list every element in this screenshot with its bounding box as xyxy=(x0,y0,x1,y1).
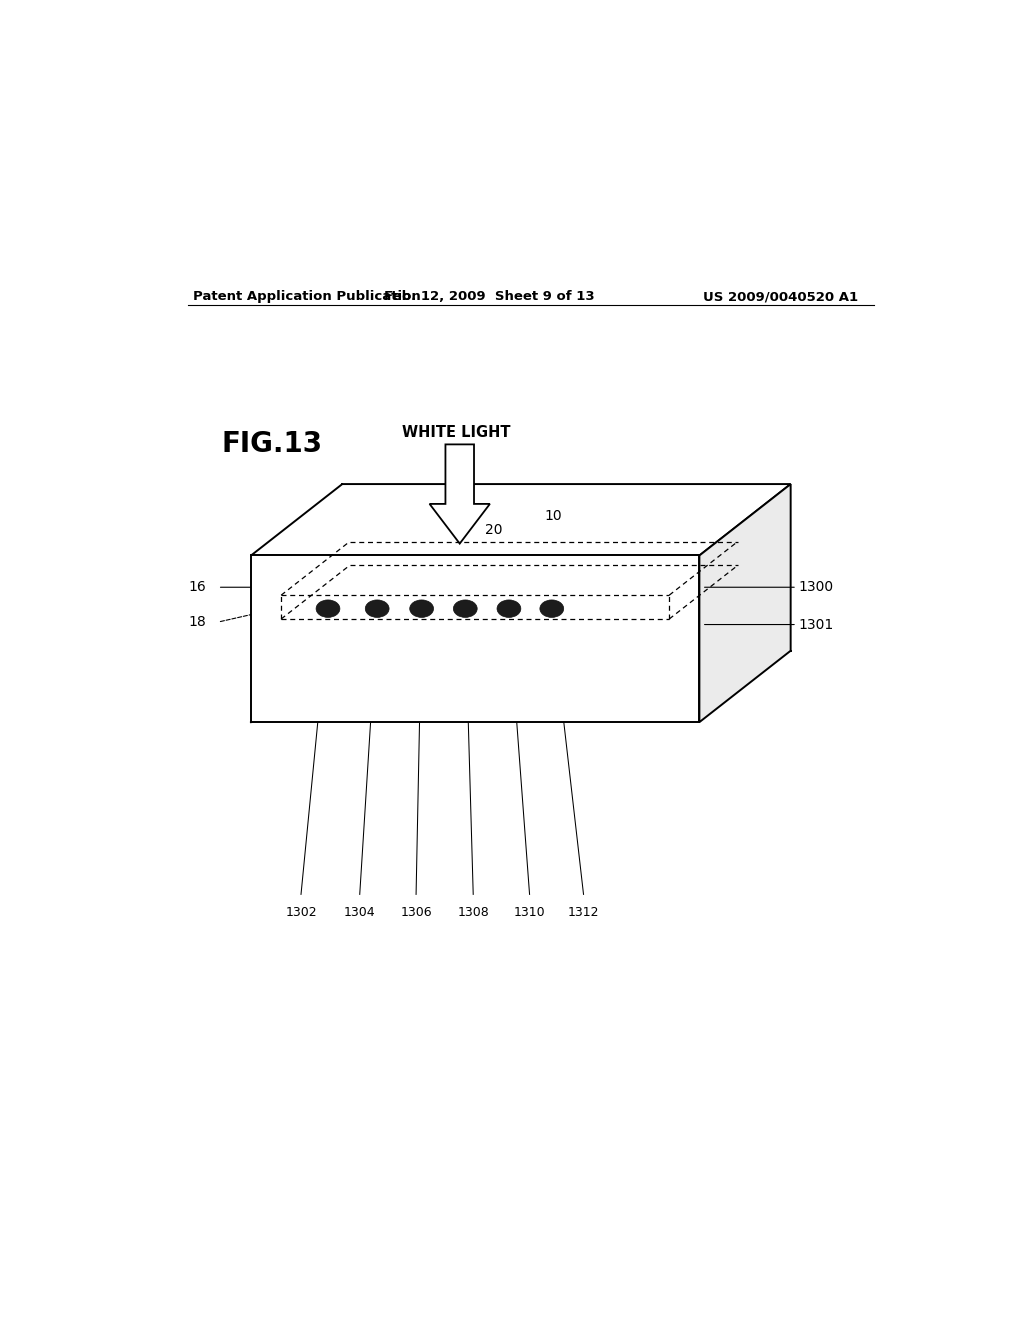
Text: Patent Application Publication: Patent Application Publication xyxy=(194,290,421,304)
Ellipse shape xyxy=(316,599,340,618)
Text: 1302: 1302 xyxy=(286,907,316,919)
Polygon shape xyxy=(430,445,489,544)
Text: 1310: 1310 xyxy=(514,907,546,919)
Text: US 2009/0040520 A1: US 2009/0040520 A1 xyxy=(703,290,858,304)
Ellipse shape xyxy=(366,599,389,618)
Text: 20: 20 xyxy=(485,523,503,537)
Text: 10: 10 xyxy=(545,508,562,523)
Text: 18: 18 xyxy=(188,615,206,630)
Text: FIG.13: FIG.13 xyxy=(221,430,323,458)
Text: 1308: 1308 xyxy=(458,907,489,919)
Ellipse shape xyxy=(497,599,521,618)
Text: 1304: 1304 xyxy=(344,907,376,919)
Polygon shape xyxy=(251,556,699,722)
Polygon shape xyxy=(699,484,791,722)
Ellipse shape xyxy=(410,599,433,618)
Text: 1301: 1301 xyxy=(799,618,834,631)
Text: 16: 16 xyxy=(188,581,206,594)
Text: Feb. 12, 2009  Sheet 9 of 13: Feb. 12, 2009 Sheet 9 of 13 xyxy=(384,290,594,304)
Text: 1300: 1300 xyxy=(799,581,834,594)
Ellipse shape xyxy=(454,599,477,618)
Polygon shape xyxy=(251,484,791,556)
Ellipse shape xyxy=(540,599,563,618)
Text: WHITE LIGHT: WHITE LIGHT xyxy=(401,425,510,440)
Text: 1312: 1312 xyxy=(567,907,599,919)
Text: 1306: 1306 xyxy=(400,907,432,919)
